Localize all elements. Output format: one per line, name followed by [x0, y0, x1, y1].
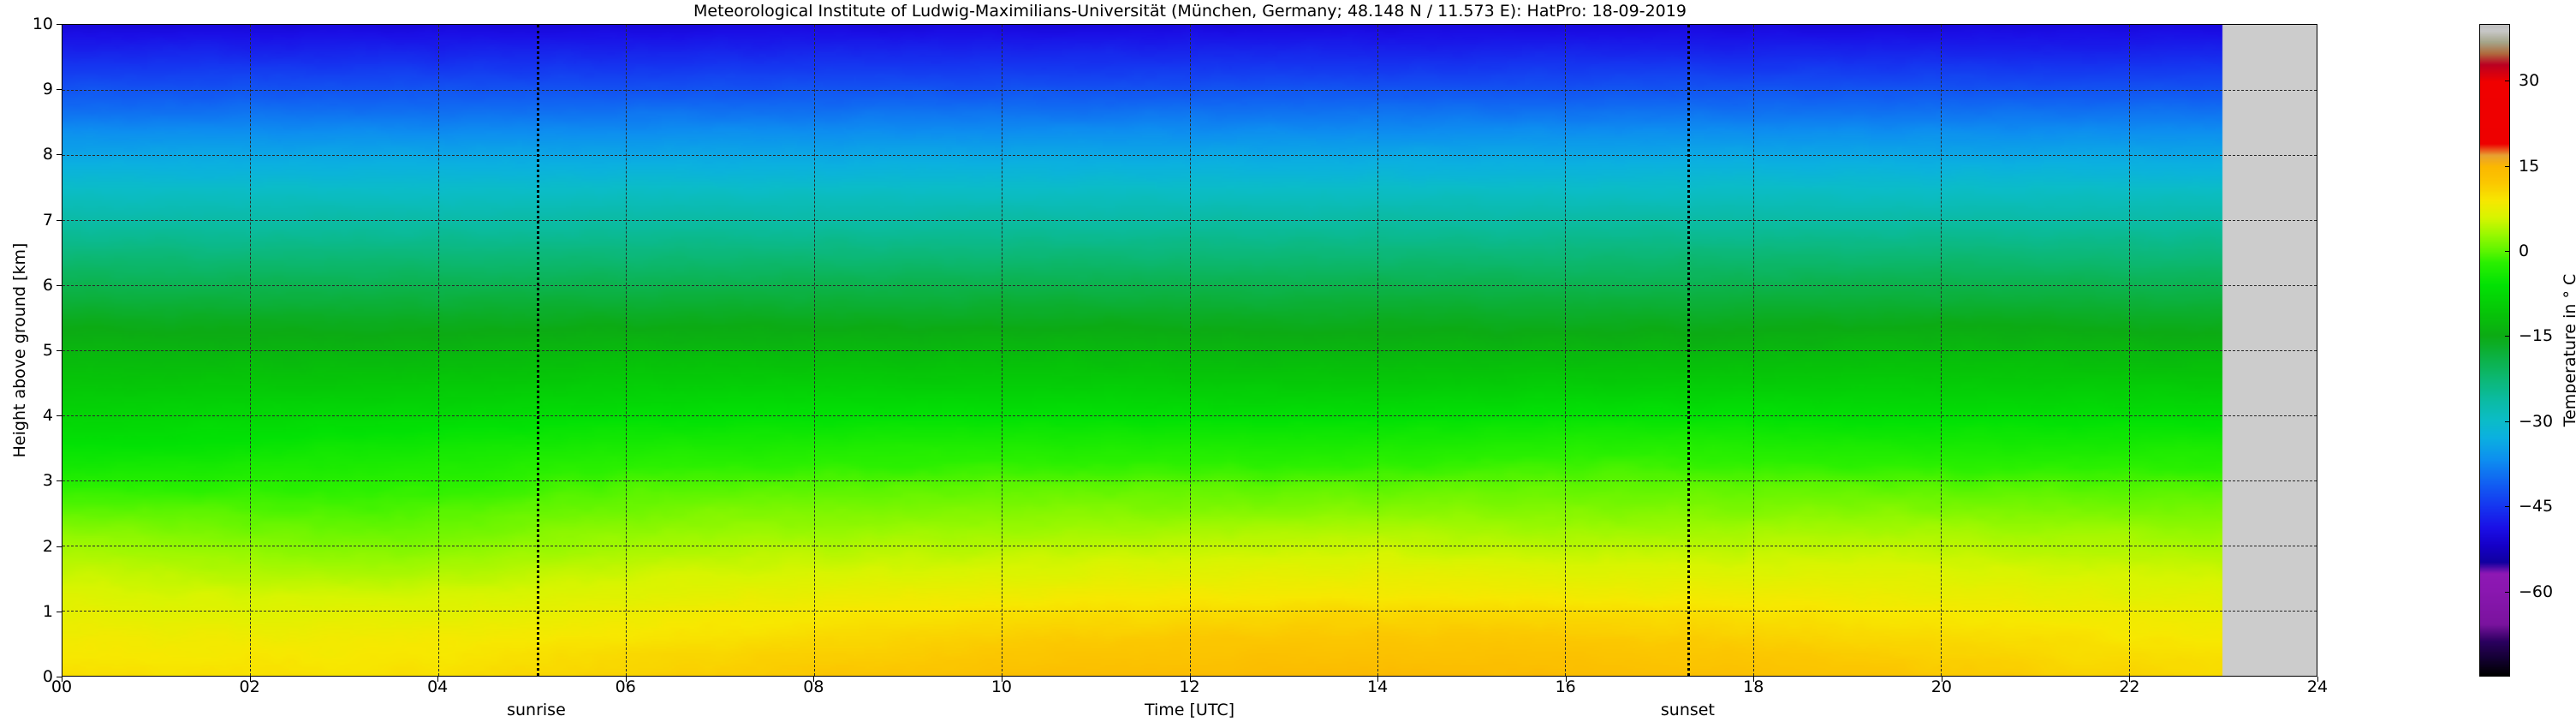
colorbar-tick-label: 0: [2519, 242, 2530, 261]
heatmap-plot-area[interactable]: [62, 24, 2317, 677]
x-tick-label: 02: [239, 677, 260, 696]
y-tick-mark: [57, 219, 62, 221]
y-tick-label: 9: [42, 80, 53, 99]
colorbar-gradient: [2480, 25, 2509, 676]
x-tick-label: 14: [1366, 677, 1389, 696]
y-tick-mark: [57, 546, 62, 547]
y-tick-label: 0: [42, 667, 53, 686]
y-tick-label: 3: [42, 471, 53, 491]
x-tick-mark: [1565, 677, 1567, 682]
x-tick-mark: [813, 677, 815, 682]
x-tick-label: 18: [1743, 677, 1764, 696]
x-tick-label: 22: [2119, 677, 2140, 696]
x-tick-mark: [437, 677, 439, 682]
y-tick-mark: [57, 24, 62, 25]
x-tick-label: 20: [1931, 677, 1952, 696]
colorbar-tick-label: 30: [2519, 71, 2540, 91]
y-axis-label: Height above ground [km]: [10, 242, 29, 458]
x-axis-label: Time [UTC]: [1144, 701, 1235, 719]
x-tick-mark: [249, 677, 251, 682]
colorbar-tick-label: −45: [2519, 497, 2554, 516]
x-tick-mark: [2317, 677, 2318, 682]
colorbar-tick-mark: [2505, 336, 2510, 337]
colorbar-label: Temperature in ° C: [2561, 274, 2576, 427]
colorbar[interactable]: [2479, 24, 2510, 677]
y-tick-label: 2: [42, 536, 53, 556]
colorbar-tick-mark: [2505, 165, 2510, 167]
page-title: Meteorological Institute of Ludwig-Maxim…: [693, 2, 1687, 21]
y-tick-label: 5: [42, 341, 53, 360]
x-tick-label: 24: [2306, 677, 2329, 696]
y-tick-label: 6: [42, 275, 53, 295]
y-tick-mark: [57, 415, 62, 417]
event-label-sunset: sunset: [1660, 701, 1715, 719]
y-tick-label: 8: [42, 145, 53, 164]
x-tick-mark: [625, 677, 627, 682]
x-tick-label: 06: [615, 677, 636, 696]
y-tick-label: 1: [42, 601, 53, 621]
y-tick-mark: [57, 89, 62, 91]
x-tick-mark: [2129, 677, 2131, 682]
colorbar-tick-mark: [2505, 506, 2510, 508]
y-tick-mark: [57, 154, 62, 156]
y-tick-label: 4: [42, 406, 53, 426]
x-tick-label: 10: [991, 677, 1012, 696]
x-tick-mark: [1189, 677, 1191, 682]
x-tick-label: 04: [427, 677, 449, 696]
x-tick-mark: [1753, 677, 1755, 682]
colorbar-tick-label: −60: [2519, 582, 2554, 601]
y-tick-label: 10: [32, 15, 53, 33]
colorbar-tick-label: 15: [2519, 156, 2540, 176]
y-tick-label: 7: [42, 210, 53, 230]
y-tick-mark: [57, 284, 62, 286]
x-tick-label: 08: [803, 677, 824, 696]
y-tick-mark: [57, 480, 62, 482]
y-tick-mark: [57, 350, 62, 351]
x-tick-label: 12: [1179, 677, 1200, 696]
heatmap-image: [62, 25, 2317, 676]
x-tick-label: 16: [1555, 677, 1576, 696]
x-tick-label: 00: [51, 677, 73, 696]
colorbar-tick-mark: [2505, 591, 2510, 593]
x-tick-mark: [1377, 677, 1379, 682]
event-label-sunrise: sunrise: [507, 701, 566, 719]
colorbar-tick-label: −30: [2519, 411, 2554, 431]
colorbar-tick-mark: [2505, 251, 2510, 253]
colorbar-tick-label: −15: [2519, 326, 2554, 346]
colorbar-tick-mark: [2505, 421, 2510, 422]
